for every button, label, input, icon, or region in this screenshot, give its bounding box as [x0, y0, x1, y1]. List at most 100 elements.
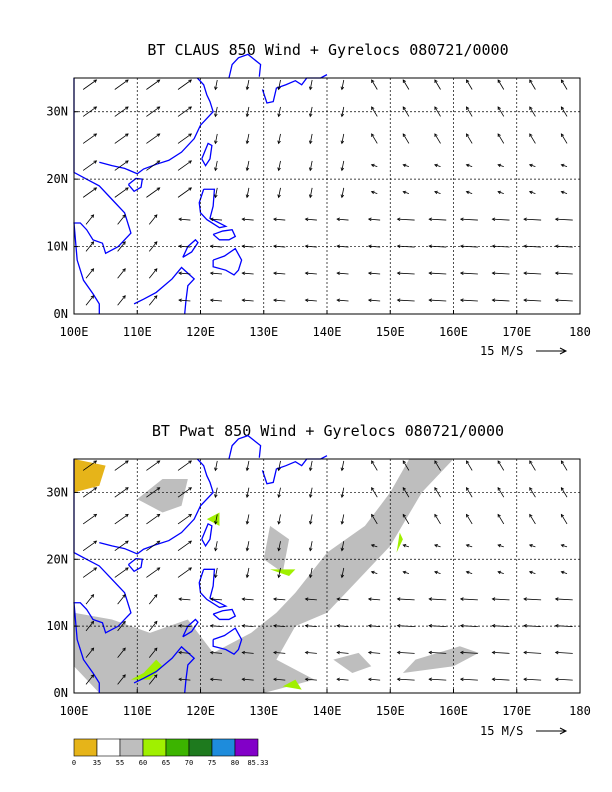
wind-vector — [177, 79, 192, 90]
colorbar-label: 0 — [72, 759, 76, 767]
wind-vector — [371, 79, 378, 90]
wind-vector-head — [304, 624, 309, 628]
wind-vector — [341, 460, 345, 471]
wind-vector — [210, 218, 223, 221]
wind-vector-head — [308, 574, 313, 579]
wind-vector-head — [153, 674, 158, 678]
wind-vector-head — [304, 244, 309, 249]
colorbar-swatch — [96, 738, 121, 757]
wind-vector-head — [370, 544, 375, 548]
wind-vector — [434, 79, 441, 90]
wind-vector-head — [340, 167, 345, 172]
wind-vector — [309, 541, 313, 551]
wind-vector — [82, 160, 97, 171]
wind-vector — [397, 218, 415, 221]
wind-vector-head — [466, 79, 470, 84]
wind-vector-head — [304, 597, 309, 601]
wind-vector — [368, 299, 381, 302]
wind-vector — [214, 487, 218, 498]
wind-vector-head — [93, 460, 98, 464]
wind-vector-head — [214, 140, 218, 145]
wind-vector-head — [214, 167, 218, 172]
wind-vector — [403, 544, 410, 548]
coastline — [99, 77, 214, 175]
wind-vector-head — [245, 194, 250, 199]
wind-vector — [114, 567, 129, 578]
wind-vector — [466, 164, 473, 167]
x-tick-label: 140E — [313, 325, 342, 339]
wind-vector-head — [466, 106, 470, 110]
coastline — [127, 177, 144, 193]
wind-vector-head — [370, 570, 375, 575]
wind-vector — [305, 652, 317, 654]
wind-vector — [82, 540, 97, 551]
wind-vector — [497, 133, 505, 144]
wind-vector — [178, 598, 191, 601]
wind-vector-head — [156, 79, 161, 83]
x-tick-label: 140E — [313, 704, 342, 718]
wind-vector-head — [497, 486, 501, 491]
wind-vector — [555, 678, 573, 681]
wind-vector — [148, 214, 158, 225]
wind-vector-head — [188, 487, 193, 491]
panel-2-ref-label: 15 M/S — [480, 724, 523, 738]
wind-vector-head — [528, 544, 533, 548]
wind-vector-head — [90, 295, 95, 299]
wind-vector — [403, 191, 410, 194]
panel-2-title: BT Pwat 850 Wind + Gyrelocs 080721/0000 — [152, 422, 504, 440]
wind-vector-head — [241, 271, 246, 276]
wind-vector-head — [336, 624, 341, 628]
wind-vector-head — [523, 650, 527, 655]
wind-vector — [560, 514, 568, 525]
wind-vector — [371, 571, 378, 574]
wind-vector — [177, 460, 192, 471]
wind-vector-head — [273, 650, 277, 655]
wind-vector-head — [528, 190, 533, 195]
wind-vector — [523, 245, 542, 248]
wind-vector — [178, 272, 191, 275]
wind-vector — [278, 106, 281, 117]
wind-vector — [305, 598, 317, 601]
coastline — [73, 459, 132, 693]
panel-1-ref-label: 15 M/S — [480, 344, 523, 358]
wind-vector — [148, 268, 158, 279]
wind-vector — [178, 678, 191, 681]
wind-vector — [523, 678, 542, 681]
wind-vector-head — [459, 650, 464, 655]
wind-vector — [146, 460, 160, 471]
wind-vector-head — [273, 217, 277, 222]
wind-vector — [82, 567, 97, 578]
wind-vector-head — [336, 597, 341, 601]
y-tick-label: 0N — [54, 686, 68, 700]
x-tick-label: 170E — [502, 704, 531, 718]
wind-vector-head — [434, 486, 438, 491]
wind-vector-head — [245, 547, 250, 552]
wind-vector — [492, 272, 510, 275]
colorbar-label: 65 — [162, 759, 170, 767]
wind-vector — [523, 625, 542, 628]
wind-vector — [278, 79, 281, 90]
wind-vector-head — [497, 106, 501, 110]
wind-vector-head — [529, 513, 533, 518]
wind-vector-head — [466, 133, 470, 137]
wind-vector — [177, 514, 192, 525]
wind-vector-head — [491, 271, 496, 275]
wind-vector — [341, 567, 345, 578]
wind-vector — [278, 160, 281, 171]
wind-vector-head — [90, 241, 95, 245]
wind-vector — [460, 678, 478, 681]
wind-vector-head — [371, 79, 375, 84]
panel-2-ref-arrow — [536, 727, 568, 735]
wind-vector — [273, 245, 286, 248]
wind-vector-head — [277, 194, 281, 199]
wind-vector-head — [156, 540, 161, 545]
wind-vector-head — [497, 79, 501, 84]
wind-vector — [529, 460, 536, 471]
wind-vector-head — [371, 513, 375, 518]
pwat-region-55-60 — [402, 646, 479, 673]
wind-vector-head — [273, 244, 277, 249]
wind-vector — [146, 133, 160, 144]
wind-vector — [178, 245, 191, 248]
wind-vector-head — [560, 133, 565, 137]
x-tick-label: 180 — [569, 704, 591, 718]
